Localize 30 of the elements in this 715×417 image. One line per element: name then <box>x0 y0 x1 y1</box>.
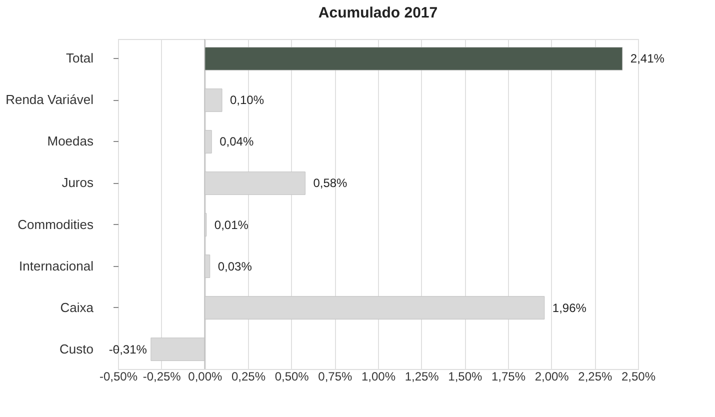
data-label: 1,96% <box>552 300 587 315</box>
y-tick-label: Caixa <box>60 300 94 315</box>
x-tick-label: 0,25% <box>231 370 266 384</box>
x-tick-label: 2,25% <box>578 370 613 384</box>
x-tick-label: 1,50% <box>448 370 483 384</box>
data-label: 0,03% <box>218 259 252 274</box>
data-label: 0,01% <box>214 218 249 232</box>
x-tick-label: 2,50% <box>621 370 656 384</box>
y-tick-label: Juros <box>62 175 94 190</box>
x-tick-label: 0,00% <box>188 370 223 384</box>
x-tick-label: 1,25% <box>404 370 440 384</box>
x-tick-label: 0,50% <box>274 370 310 384</box>
x-tick-label: 0,75% <box>318 370 353 384</box>
y-tick-label: Renda Variável <box>6 92 94 108</box>
x-tick-label: -0,25% <box>142 370 182 384</box>
x-tick-label: 1,00% <box>361 370 396 384</box>
data-label: 0,10% <box>230 93 264 108</box>
data-label: 0,04% <box>220 134 254 149</box>
data-label: -0,31% <box>108 342 148 356</box>
x-tick-label: 2,00% <box>534 370 570 384</box>
y-tick-label: Moedas <box>47 134 94 149</box>
x-tick-label: 1,75% <box>491 370 526 384</box>
data-label: 0,58% <box>313 176 348 190</box>
y-tick-label: Custo <box>60 341 94 356</box>
x-tick-label: -0,50% <box>99 370 138 384</box>
data-label: 2,41% <box>630 52 665 66</box>
y-tick-label: Total <box>66 50 94 66</box>
y-tick-label: Commodities <box>18 216 94 232</box>
chart-title: Acumulado 2017 <box>318 4 438 22</box>
y-tick-label: Internacional <box>19 258 94 274</box>
